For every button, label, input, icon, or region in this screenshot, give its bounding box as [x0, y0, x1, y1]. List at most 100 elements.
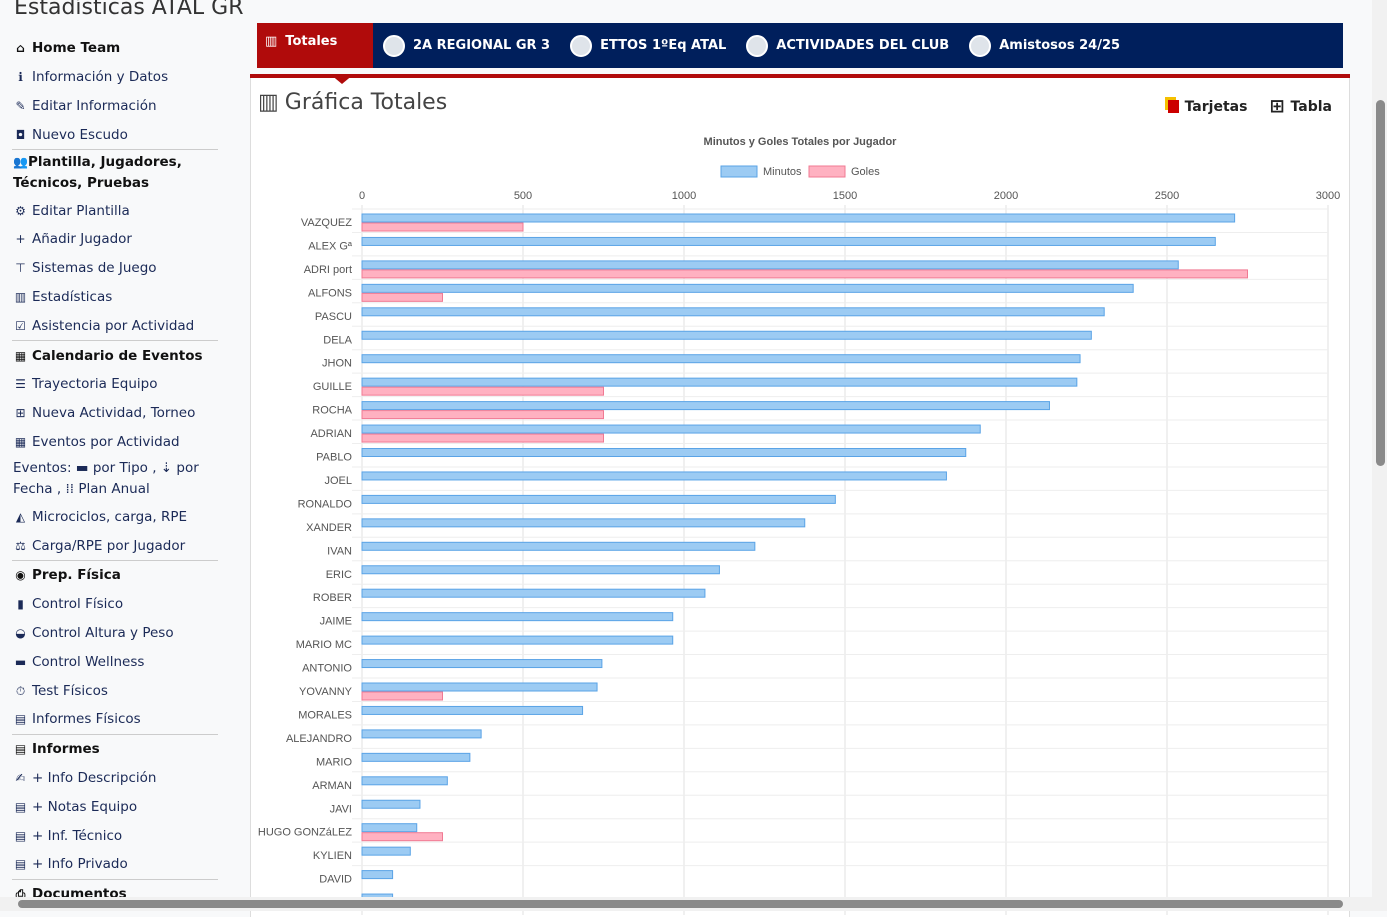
- sidebar-item-label: Nueva Actividad, Torneo: [32, 405, 196, 422]
- sidebar-item-informes-fi-sicos[interactable]: ▤ Informes Físicos: [10, 705, 218, 734]
- team-crest-icon: [969, 34, 992, 57]
- sidebar-item-carga-rpe-por-jugador[interactable]: ⚖ Carga/RPE por Jugador: [10, 531, 218, 560]
- sidebar-item-inf-te-cnico[interactable]: ▤ + Inf. Técnico: [10, 821, 218, 850]
- y-tick-label: HUGO GONZáLEZ: [258, 827, 352, 839]
- sidebar-item-editar-plantilla[interactable]: ⚙ Editar Plantilla: [10, 196, 218, 225]
- sidebar-item-informes[interactable]: ▤ Informes: [10, 735, 218, 764]
- bed-icon: ▬: [14, 654, 27, 669]
- sidebar-item-label: Nuevo Escudo: [32, 126, 128, 143]
- y-tick-label: ADRI port: [304, 264, 352, 276]
- card-title: ▥ Gráfica Totales: [258, 90, 447, 115]
- y-tick-label: ALFONS: [308, 287, 352, 299]
- sidebar-item-asistencia-por-actividad[interactable]: ☑ Asistencia por Actividad: [10, 311, 218, 340]
- users-icon: 👥: [13, 155, 28, 170]
- y-tick-label: ALEX Gª: [308, 240, 353, 252]
- sidebar-item-trayectoria-equipo[interactable]: ☰ Trayectoria Equipo: [10, 370, 218, 399]
- sidebar-item-microciclos-carga-rpe[interactable]: ◭ Microciclos, carga, RPE: [10, 502, 218, 531]
- sidebar-item-notas-equipo[interactable]: ▤ + Notas Equipo: [10, 792, 218, 821]
- bar-minutos: [361, 283, 1134, 293]
- tab-competition-3[interactable]: ACTIVIDADES DEL CLUB: [736, 23, 959, 68]
- tab-label: Totales: [285, 34, 338, 49]
- sidebar-item-editar-informacio-n[interactable]: ✎ Editar Información: [10, 92, 218, 121]
- sidebar-item-eventos-por-actividad[interactable]: ▦ Eventos por Actividad: [10, 428, 218, 457]
- universal-access-icon: ◉: [15, 568, 26, 583]
- sidebar-item-informacio-n-y-datos[interactable]: ℹ Información y Datos: [10, 63, 218, 92]
- x-tick-label: 500: [514, 190, 532, 202]
- sidebar-item-estadi-sticas[interactable]: ▥ Estadísticas: [10, 283, 218, 312]
- camera-icon: ◘: [15, 127, 26, 142]
- y-tick-label: IVAN: [327, 545, 352, 557]
- bar-minutos: [361, 541, 756, 551]
- sidebar-item-nueva-actividad-torneo[interactable]: ⊞ Nueva Actividad, Torneo: [10, 399, 218, 428]
- tab-competition-2[interactable]: ETTOS 1ºEq ATAL: [560, 23, 736, 68]
- file-medical-icon: ▤: [14, 712, 27, 727]
- bar-minutos: [361, 799, 421, 809]
- y-tick-label: MORALES: [298, 709, 352, 721]
- bar-minutos: [361, 401, 1050, 411]
- minutes-goals-chart: Minutos y Goles Totales por Jugador Minut…: [258, 136, 1340, 915]
- sidebar-item-label: + Info Descripción: [32, 769, 157, 786]
- sidebar-item-label: Microciclos, carga, RPE: [32, 508, 188, 525]
- sidebar-item-test-fi-sicos[interactable]: ⏱ Test Físicos: [10, 676, 218, 705]
- sidebar-item-control-wellness[interactable]: ▬ Control Wellness: [10, 647, 218, 676]
- active-tab-caret: [330, 74, 354, 84]
- y-tick-label: MARIO MC: [296, 639, 352, 651]
- tarjetas-button[interactable]: Tarjetas: [1167, 96, 1248, 117]
- y-tick-label: DAVID: [319, 874, 352, 886]
- sidebar-item-eventos-por-tipo-por-fecha-plan-anual[interactable]: Eventos: ▬ por Tipo , ⇣ por Fecha , ⁞⁞ P…: [10, 456, 218, 502]
- vertical-scroll-thumb[interactable]: [1376, 100, 1385, 466]
- file-alt-icon: ▤: [14, 799, 27, 814]
- tab-totales[interactable]: ▥ Totales: [257, 23, 373, 68]
- sidebar-item-an-adir-jugador[interactable]: + Añadir Jugador: [10, 225, 218, 254]
- tab-label: 2A REGIONAL GR 3: [413, 38, 551, 53]
- sidebar-item-home-team[interactable]: ⌂ Home Team: [10, 34, 218, 63]
- bar-minutos: [361, 846, 411, 856]
- bar-minutos: [361, 307, 1105, 317]
- bar-minutos: [361, 752, 471, 762]
- vertical-scrollbar[interactable]: [1372, 0, 1387, 911]
- sidebar-item-label: Calendario de Eventos: [32, 347, 203, 364]
- sidebar-item-label: Añadir Jugador: [32, 231, 132, 248]
- tarjetas-label: Tarjetas: [1184, 98, 1248, 115]
- tab-competition-1[interactable]: 2A REGIONAL GR 3: [373, 23, 560, 68]
- y-tick-label: ROBER: [313, 592, 352, 604]
- y-tick-label: JHON: [322, 358, 352, 370]
- tab-competition-4[interactable]: Amistosos 24/25: [959, 23, 1130, 68]
- sidebar-item-calendario-de-eventos[interactable]: ▦ Calendario de Eventos: [10, 341, 218, 370]
- sidebar-item-info-privado[interactable]: ▤ + Info Privado: [10, 850, 218, 879]
- chart-title: Minutos y Goles Totales por Jugador: [704, 136, 898, 148]
- tab-label: ACTIVIDADES DEL CLUB: [776, 38, 950, 53]
- tabla-label: Tabla: [1290, 98, 1332, 115]
- bar-minutos: [361, 588, 706, 598]
- y-tick-label: ANTONIO: [302, 663, 352, 675]
- bar-minutos: [361, 705, 584, 715]
- sidebar-item-plantilla-jugadores-te-cnicos-pruebas[interactable]: 👥Plantilla, Jugadores, Técnicos, Pruebas: [10, 150, 218, 196]
- x-tick-label: 2500: [1155, 190, 1179, 202]
- legend-swatch-goles: [808, 165, 846, 178]
- sidebar-item-control-fi-sico[interactable]: ▮ Control Físico: [10, 590, 218, 619]
- sidebar-item-nuevo-escudo[interactable]: ◘ Nuevo Escudo: [10, 120, 218, 149]
- horizontal-scrollbar[interactable]: [0, 897, 1372, 911]
- team-crest-icon: [746, 34, 769, 57]
- bar-minutos: [361, 565, 720, 575]
- bar-minutos: [361, 729, 482, 739]
- sidebar-item-prep-fi-sica[interactable]: ◉ Prep. Física: [10, 561, 218, 590]
- sidebar-item-info-descripcio-n[interactable]: ✍ + Info Descripción: [10, 764, 218, 793]
- tab-label: Amistosos 24/25: [999, 38, 1121, 53]
- sidebar-item-label: Editar Información: [32, 97, 157, 114]
- horizontal-scroll-thumb[interactable]: [18, 900, 1343, 908]
- legend-swatch-minutos: [720, 165, 758, 178]
- edit-icon: ✎: [15, 98, 26, 113]
- y-tick-label: ALEJANDRO: [286, 733, 352, 745]
- calendar-plus-icon: ⊞: [15, 406, 26, 421]
- sidebar-item-sistemas-de-juego[interactable]: ⊤ Sistemas de Juego: [10, 254, 218, 283]
- chart-bar-icon: ▥: [14, 289, 27, 304]
- list-icon: ☰: [15, 377, 26, 392]
- bar-minutos: [361, 494, 836, 504]
- sidebar-item-label: Información y Datos: [32, 69, 169, 86]
- chart-bar-icon: ▥: [265, 34, 278, 49]
- tabla-button[interactable]: ⊞ Tabla: [1269, 96, 1332, 117]
- sidebar-item-label: Carga/RPE por Jugador: [32, 537, 186, 554]
- sidebar-item-control-altura-y-peso[interactable]: ◒ Control Altura y Peso: [10, 619, 218, 648]
- balance-scale-icon: ⚖: [15, 538, 26, 553]
